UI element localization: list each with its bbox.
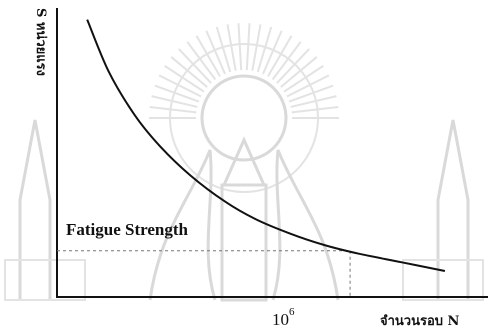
watermark-ray	[215, 26, 232, 73]
watermark-ray	[186, 41, 217, 81]
x-tick-exponent: 6	[289, 306, 295, 318]
watermark-ray	[245, 23, 251, 71]
watermark-ray	[280, 56, 318, 88]
watermark-ray	[226, 24, 237, 71]
watermark-ray	[154, 84, 200, 103]
x-tick-label-10e6: 106	[272, 306, 295, 329]
watermark-ray	[195, 35, 221, 77]
watermark-ray	[291, 105, 339, 114]
watermark-emblem	[4, 23, 484, 302]
x-axis-label: จำนวนรอบ N	[380, 313, 460, 329]
watermark-ray	[290, 95, 337, 108]
fatigue-strength-annotation: Fatigue Strength	[66, 220, 189, 239]
watermark-ray	[288, 84, 334, 103]
watermark-ray	[271, 41, 302, 81]
watermark-ray	[256, 26, 273, 73]
watermark-ray	[149, 105, 197, 114]
watermark-ray	[283, 64, 324, 93]
watermark-ray	[276, 48, 310, 84]
watermark-ray	[164, 64, 205, 93]
watermark-ray	[205, 30, 226, 75]
x-tick-base: 10	[272, 310, 289, 329]
watermark-ray	[286, 74, 330, 98]
watermark-ray	[237, 23, 243, 71]
watermark-ray	[262, 30, 283, 75]
watermark-ray	[251, 24, 262, 71]
y-axis-label: S หน่วยแรง	[33, 8, 48, 76]
watermark-ray	[267, 35, 293, 77]
sn-curve-series	[86, 19, 446, 272]
watermark-ray	[158, 74, 202, 98]
watermark-ray	[178, 48, 212, 84]
watermark-ray	[151, 95, 198, 108]
watermark-ray	[170, 56, 208, 88]
